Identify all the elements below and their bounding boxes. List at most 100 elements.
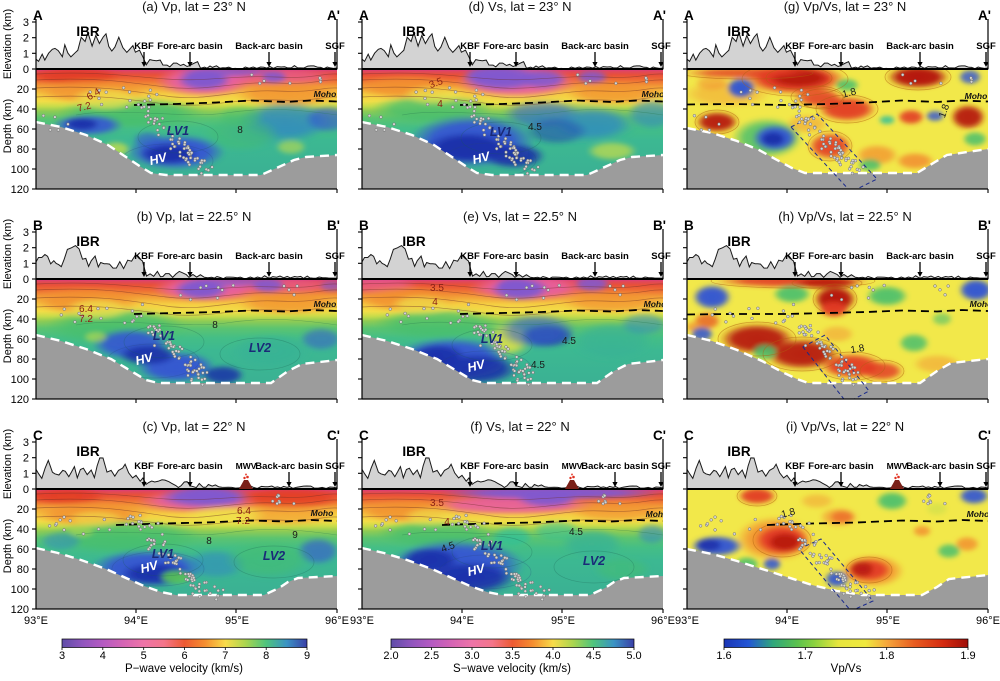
svg-text:Elevation (km): Elevation (km) (2, 9, 14, 79)
svg-text:1.6: 1.6 (716, 650, 731, 662)
svg-text:93°E: 93°E (350, 615, 374, 627)
svg-text:Moho: Moho (970, 299, 993, 309)
svg-text:(h) Vp/Vs, lat = 22.5° N: (h) Vp/Vs, lat = 22.5° N (778, 209, 911, 224)
svg-text:SGF: SGF (976, 41, 996, 52)
svg-text:(d) Vs, lat = 23° N: (d) Vs, lat = 23° N (468, 0, 571, 14)
svg-text:5: 5 (141, 650, 147, 662)
svg-text:(f) Vs, lat = 22° N: (f) Vs, lat = 22° N (470, 419, 569, 434)
svg-text:IBR: IBR (76, 234, 100, 249)
svg-text:1: 1 (23, 258, 29, 270)
svg-text:B: B (684, 218, 694, 233)
svg-text:Depth (km): Depth (km) (2, 99, 14, 153)
svg-text:20: 20 (17, 504, 29, 516)
svg-text:7.2: 7.2 (76, 100, 93, 114)
svg-text:3.5: 3.5 (430, 498, 444, 509)
svg-text:IBR: IBR (727, 444, 751, 459)
svg-text:Moho: Moho (642, 89, 665, 99)
svg-text:93°E: 93°E (675, 615, 699, 627)
svg-text:40: 40 (17, 314, 29, 326)
svg-text:80: 80 (17, 564, 29, 576)
svg-text:B': B' (653, 218, 666, 233)
svg-text:20: 20 (17, 294, 29, 306)
svg-text:2: 2 (23, 453, 29, 465)
svg-text:IBR: IBR (76, 444, 100, 459)
svg-text:(g) Vp/Vs, lat = 23° N: (g) Vp/Vs, lat = 23° N (784, 0, 907, 14)
svg-text:LV1: LV1 (152, 547, 174, 561)
svg-text:6.4: 6.4 (237, 506, 251, 517)
svg-text:A': A' (978, 8, 991, 23)
svg-text:4.0: 4.0 (545, 650, 560, 662)
svg-text:94°E: 94°E (775, 615, 799, 627)
svg-text:Fore-arc basin: Fore-arc basin (808, 461, 874, 472)
svg-text:HV: HV (466, 357, 488, 375)
svg-text:8: 8 (212, 320, 218, 331)
svg-text:2.5: 2.5 (424, 650, 439, 662)
svg-text:4: 4 (444, 517, 450, 528)
svg-text:LV1: LV1 (490, 125, 512, 139)
svg-text:8: 8 (263, 650, 269, 662)
svg-text:SGF: SGF (651, 251, 671, 262)
svg-text:Fore-arc basin: Fore-arc basin (157, 461, 223, 472)
svg-text:C: C (33, 428, 43, 443)
svg-text:HV: HV (466, 561, 488, 579)
svg-text:100: 100 (11, 584, 29, 596)
svg-text:1.7: 1.7 (798, 650, 813, 662)
svg-text:KBF: KBF (785, 461, 805, 472)
svg-text:5.0: 5.0 (626, 650, 641, 662)
svg-text:3: 3 (23, 17, 29, 29)
svg-text:93°E: 93°E (24, 615, 48, 627)
svg-text:1: 1 (23, 468, 29, 480)
svg-text:60: 60 (17, 334, 29, 346)
svg-text:IBR: IBR (402, 24, 426, 39)
svg-text:S−wave velocity (km/s): S−wave velocity (km/s) (453, 663, 571, 675)
svg-text:4.5: 4.5 (528, 122, 542, 133)
svg-text:40: 40 (17, 524, 29, 536)
svg-text:0: 0 (23, 274, 29, 286)
svg-text:Moho: Moho (646, 509, 669, 519)
svg-text:Back-arc basin: Back-arc basin (886, 41, 954, 52)
svg-text:C: C (359, 428, 369, 443)
svg-text:1.8: 1.8 (841, 86, 858, 100)
svg-text:Back-arc basin: Back-arc basin (235, 41, 303, 52)
svg-text:A': A' (653, 8, 666, 23)
svg-text:94°E: 94°E (124, 615, 148, 627)
svg-text:Back-arc basin: Back-arc basin (561, 41, 629, 52)
svg-text:8: 8 (206, 536, 212, 547)
svg-text:Back-arc basin: Back-arc basin (561, 251, 629, 262)
svg-text:SGF: SGF (325, 461, 345, 472)
svg-text:SGF: SGF (976, 251, 996, 262)
svg-text:1.9: 1.9 (960, 650, 975, 662)
svg-text:96°E: 96°E (325, 615, 349, 627)
svg-text:2: 2 (23, 33, 29, 45)
svg-text:Back-arc basin: Back-arc basin (906, 461, 974, 472)
svg-text:6: 6 (181, 650, 187, 662)
svg-text:P−wave velocity (km/s): P−wave velocity (km/s) (125, 663, 243, 675)
svg-text:Moho: Moho (965, 91, 988, 101)
svg-text:C': C' (978, 428, 991, 443)
svg-text:9: 9 (304, 650, 310, 662)
svg-text:C: C (684, 428, 694, 443)
svg-text:96°E: 96°E (976, 615, 1000, 627)
svg-text:HV: HV (134, 350, 156, 368)
svg-text:3.5: 3.5 (428, 76, 445, 91)
svg-text:Fore-arc basin: Fore-arc basin (157, 41, 223, 52)
svg-text:1.8: 1.8 (937, 102, 952, 119)
svg-text:IBR: IBR (727, 24, 751, 39)
svg-text:MWV: MWV (236, 461, 257, 471)
svg-text:C': C' (327, 428, 340, 443)
svg-text:95°E: 95°E (551, 615, 575, 627)
svg-text:LV1: LV1 (167, 124, 189, 138)
svg-text:7.2: 7.2 (236, 516, 250, 527)
svg-text:Back-arc basin: Back-arc basin (581, 461, 649, 472)
svg-text:60: 60 (17, 544, 29, 556)
svg-text:KBF: KBF (134, 41, 154, 52)
svg-text:1.8: 1.8 (780, 506, 797, 520)
svg-text:A: A (33, 8, 43, 23)
svg-text:HV: HV (148, 150, 170, 168)
svg-text:Moho: Moho (314, 89, 337, 99)
svg-text:3.5: 3.5 (430, 283, 444, 294)
svg-text:B: B (33, 218, 43, 233)
svg-text:3: 3 (59, 650, 65, 662)
svg-text:40: 40 (17, 104, 29, 116)
svg-text:3: 3 (23, 227, 29, 239)
